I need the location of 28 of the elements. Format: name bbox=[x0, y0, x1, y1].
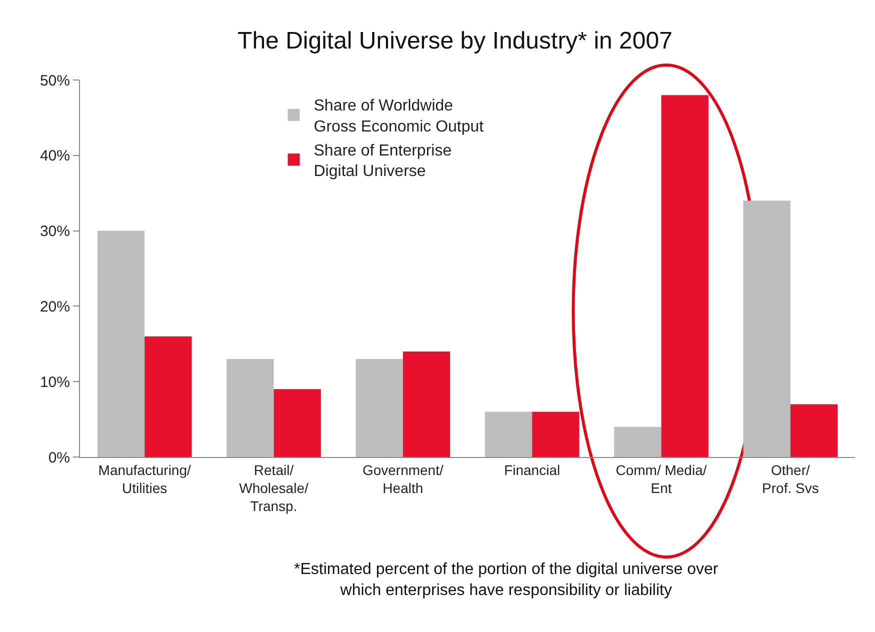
bar bbox=[661, 95, 708, 457]
x-tick-label: Financial bbox=[504, 462, 560, 478]
text: *Estimated percent of the portion of the digital universe over which enterprises have responsibility or liability bbox=[294, 561, 719, 599]
legend-label: Share of Enterprise Digital Universe bbox=[314, 142, 452, 180]
x-tick-label: Retail/ Wholesale/ Transp. bbox=[239, 462, 308, 514]
y-tick-label: 0% bbox=[48, 449, 70, 466]
bar bbox=[144, 336, 192, 457]
bar bbox=[97, 230, 145, 457]
legend-label: Share of Worldwide Gross Economic Output bbox=[314, 98, 484, 136]
bar bbox=[743, 200, 790, 457]
bar bbox=[484, 412, 532, 457]
y-tick-label: 10% bbox=[40, 374, 70, 391]
x-tick-label: Other/ Prof. Svs bbox=[762, 462, 819, 496]
bar bbox=[226, 358, 274, 457]
x-tick-label: Comm/ Media/ Ent bbox=[616, 462, 707, 496]
y-tick-label: 20% bbox=[40, 298, 70, 316]
y-tick-label: 40% bbox=[40, 148, 70, 165]
bar bbox=[614, 426, 662, 457]
y-tick-label: 50% bbox=[40, 72, 70, 90]
x-tick-label: Government/ Health bbox=[362, 462, 444, 496]
bar bbox=[532, 412, 580, 457]
x-tick-label: Manufacturing/ Utilities bbox=[98, 462, 191, 496]
bar bbox=[402, 351, 450, 457]
chart-title: The Digital Universe by Industry* in 2007 bbox=[238, 27, 672, 54]
y-tick-label: 30% bbox=[40, 223, 70, 240]
bar bbox=[790, 404, 838, 457]
bar bbox=[274, 389, 321, 457]
bar bbox=[356, 358, 403, 457]
